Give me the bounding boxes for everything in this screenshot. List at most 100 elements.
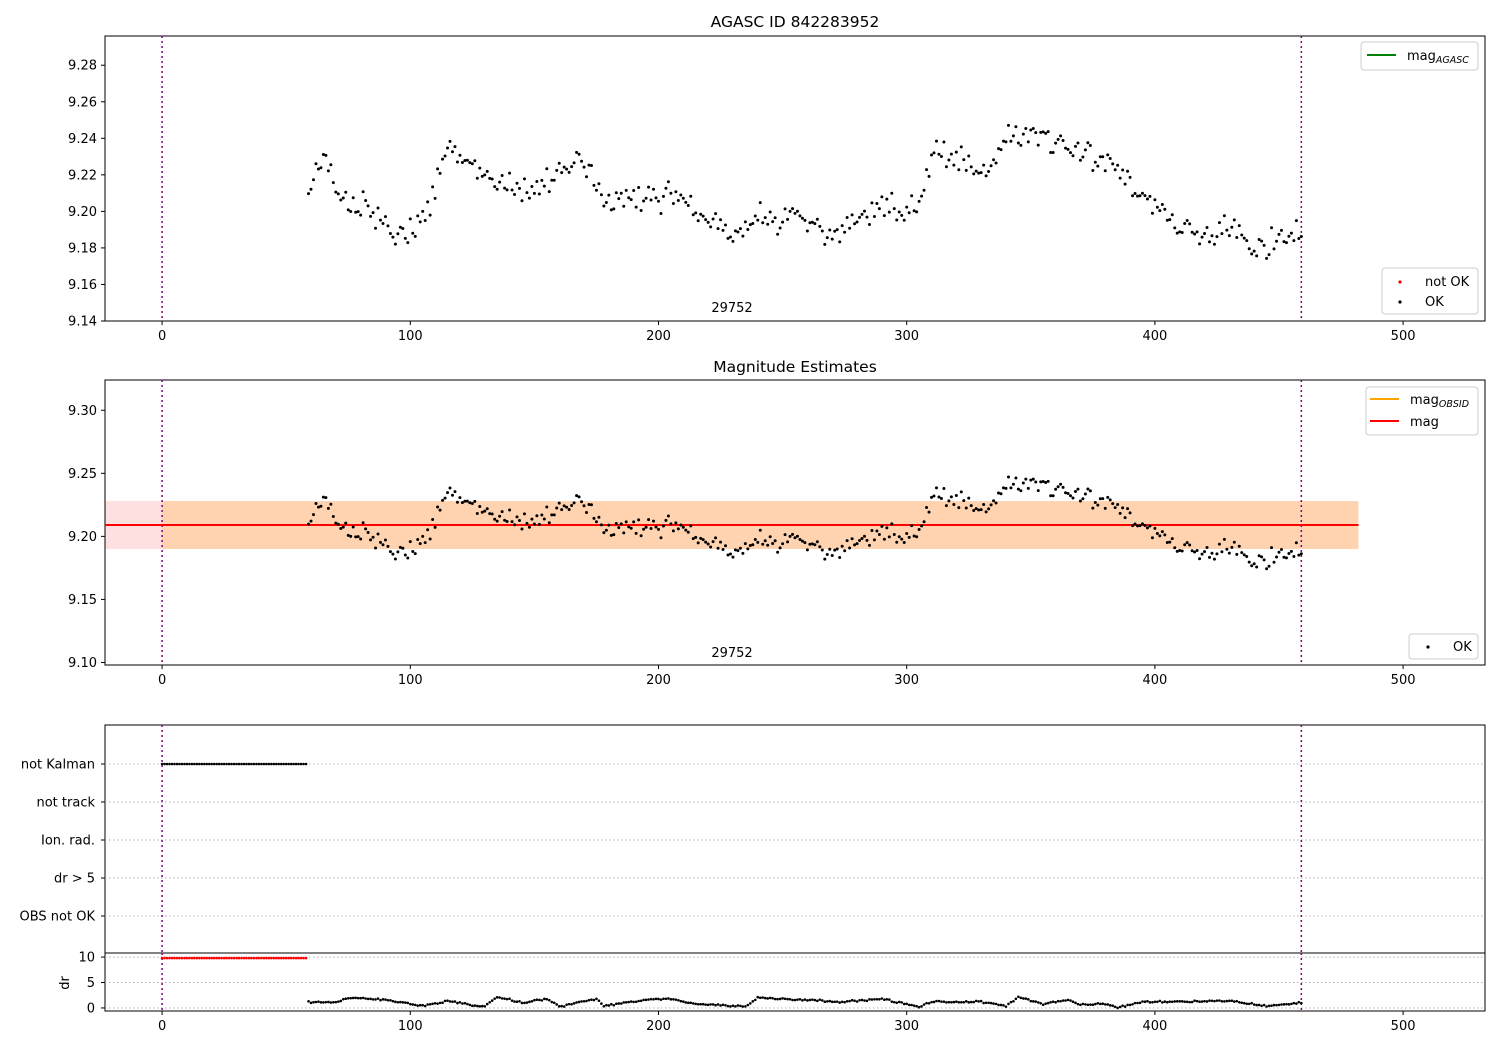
data-point-ok bbox=[1101, 497, 1105, 501]
data-point-ok bbox=[994, 161, 998, 165]
data-point-ok bbox=[1227, 551, 1231, 555]
data-point-ok bbox=[701, 214, 705, 218]
data-point-ok bbox=[478, 166, 482, 170]
dr-point-ok bbox=[505, 997, 509, 1001]
data-point-ok bbox=[629, 198, 633, 202]
data-point-ok bbox=[833, 229, 837, 233]
data-point-ok bbox=[1180, 231, 1184, 235]
data-point-ok bbox=[1277, 550, 1281, 554]
data-point-ok bbox=[1006, 475, 1010, 479]
panel-3-frame bbox=[104, 724, 1486, 954]
dr-point-ok bbox=[1247, 1002, 1251, 1006]
data-point-ok bbox=[674, 521, 678, 525]
data-point-ok bbox=[607, 193, 611, 197]
data-point-ok bbox=[1024, 126, 1028, 130]
data-point-ok bbox=[465, 499, 469, 503]
data-point-ok bbox=[344, 190, 348, 194]
data-point-ok bbox=[331, 181, 335, 185]
dr-point-ok bbox=[798, 997, 802, 1001]
flag-point bbox=[292, 762, 295, 766]
data-point-ok bbox=[1227, 234, 1231, 238]
dr-point-ok bbox=[605, 1003, 608, 1007]
dr-point-not-ok bbox=[217, 956, 221, 960]
x-tick-label: 0 bbox=[158, 1019, 166, 1034]
data-point-ok bbox=[942, 486, 946, 490]
data-point-ok bbox=[475, 176, 479, 180]
data-point-ok bbox=[828, 228, 832, 232]
data-point-ok bbox=[1126, 169, 1130, 173]
legend-mag-agasc-label: magAGASC bbox=[1407, 49, 1469, 66]
flag-point bbox=[250, 762, 253, 766]
data-point-ok bbox=[818, 224, 822, 228]
dr-point-ok bbox=[570, 1002, 573, 1006]
data-point-ok bbox=[885, 526, 889, 530]
panel-1-ticks: 9.14 9.16 9.18 9.20 9.22 9.24 9.26 9.28 0 100 200 3… bbox=[68, 59, 1415, 344]
data-point-ok bbox=[855, 542, 859, 546]
dr-point-not-ok bbox=[282, 956, 286, 960]
x-tick-label: 400 bbox=[1142, 329, 1167, 344]
data-point-ok bbox=[637, 186, 641, 190]
dr-point-ok bbox=[890, 1000, 894, 1003]
data-point-ok bbox=[781, 220, 785, 224]
data-point-ok bbox=[572, 161, 576, 165]
data-point-ok bbox=[987, 170, 991, 174]
dr-point-ok bbox=[572, 1002, 576, 1005]
dr-point-ok bbox=[637, 999, 640, 1003]
data-point-ok bbox=[897, 535, 901, 539]
data-point-ok bbox=[877, 532, 881, 536]
data-point-ok bbox=[326, 506, 330, 510]
panel-2-title: Magnitude Estimates bbox=[713, 358, 877, 376]
dr-point-ok bbox=[974, 999, 978, 1003]
dr-point-ok bbox=[746, 1003, 750, 1007]
data-point-ok bbox=[436, 167, 440, 171]
dr-point-ok bbox=[607, 1004, 611, 1007]
dr-point-ok bbox=[873, 997, 876, 1001]
dr-point-ok bbox=[1044, 1002, 1047, 1005]
panel-agasc: AGASC ID 842283952 9.149.169.189.209.229… bbox=[68, 13, 1486, 344]
flag-point bbox=[294, 762, 298, 766]
data-point-ok bbox=[1282, 240, 1286, 244]
data-point-ok bbox=[1294, 541, 1298, 545]
dr-point-ok bbox=[1071, 1000, 1075, 1004]
dr-point-ok bbox=[736, 1004, 740, 1007]
data-point-ok bbox=[1093, 160, 1097, 164]
data-point-ok bbox=[793, 211, 797, 215]
dr-point-ok bbox=[547, 998, 551, 1002]
data-point-ok bbox=[833, 548, 837, 552]
data-point-ok bbox=[567, 507, 571, 511]
data-point-ok bbox=[552, 513, 556, 517]
data-point-ok bbox=[825, 236, 829, 240]
data-point-ok bbox=[1217, 542, 1221, 546]
dr-point-ok bbox=[721, 1003, 725, 1007]
dr-point-ok bbox=[1031, 1000, 1035, 1003]
dr-point-ok bbox=[679, 999, 683, 1003]
flag-point bbox=[225, 762, 228, 766]
x-tick-label: 500 bbox=[1391, 1019, 1416, 1034]
dr-point-ok bbox=[344, 997, 348, 1001]
dr-point-ok bbox=[952, 1000, 956, 1004]
dr-point-ok bbox=[763, 996, 767, 1000]
dr-point-ok bbox=[565, 1003, 568, 1006]
data-point-ok bbox=[319, 504, 323, 508]
dr-point-ok bbox=[686, 1001, 690, 1005]
data-point-ok bbox=[535, 180, 539, 184]
data-point-ok bbox=[1121, 168, 1125, 172]
dr-point-ok bbox=[1027, 998, 1030, 1001]
data-point-ok bbox=[979, 171, 983, 175]
dr-point-ok bbox=[654, 997, 658, 1001]
category-label: not Kalman bbox=[21, 758, 95, 773]
data-point-ok bbox=[654, 525, 658, 529]
data-point-ok bbox=[992, 158, 996, 162]
data-point-ok bbox=[813, 222, 817, 226]
data-point-ok bbox=[540, 178, 544, 182]
dr-point-ok bbox=[1143, 1000, 1147, 1003]
data-point-ok bbox=[987, 507, 991, 511]
dr-point-ok bbox=[1089, 1003, 1092, 1006]
y-tick-label: 9.15 bbox=[68, 593, 97, 608]
dr-point-not-ok bbox=[245, 956, 248, 960]
data-point-ok bbox=[984, 510, 988, 514]
data-point-ok bbox=[820, 548, 824, 552]
dr-point-not-ok bbox=[195, 956, 199, 960]
data-point-ok bbox=[311, 513, 315, 517]
flag-point bbox=[178, 762, 181, 766]
